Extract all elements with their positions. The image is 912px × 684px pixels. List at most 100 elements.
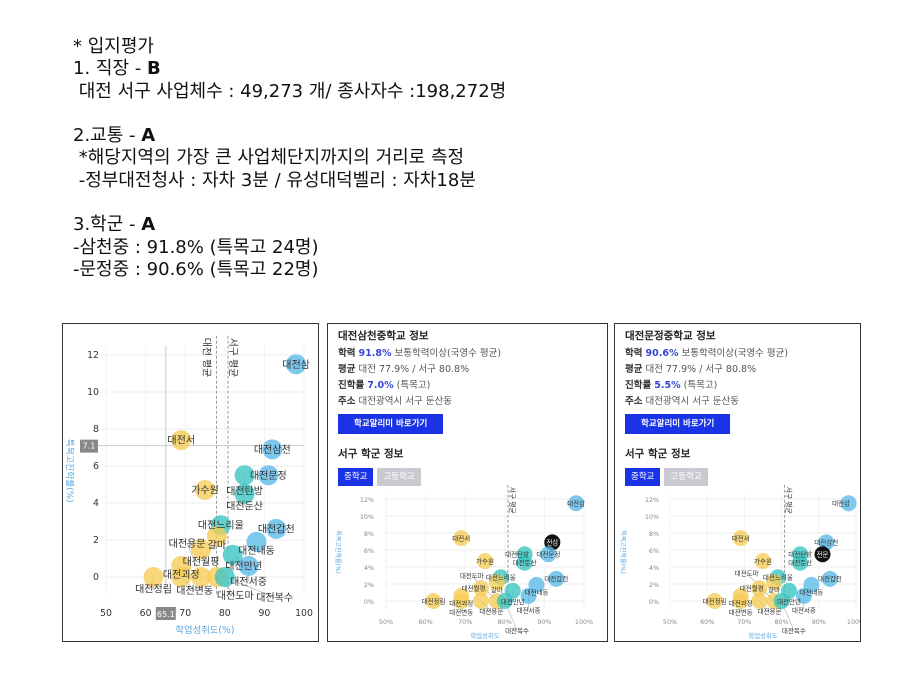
data-point-label: 대전괴정 <box>163 569 200 581</box>
data-point <box>266 518 287 539</box>
data-point-label: 대전도마 <box>735 569 759 578</box>
data-point-label: 대전변동 <box>729 607 753 616</box>
data-point-label: 대전둔산 <box>226 500 263 512</box>
label: 평균 <box>338 364 356 375</box>
y-tick-label: 8% <box>364 530 374 538</box>
data-point <box>773 593 790 609</box>
data-point-label: 대전서 <box>452 533 470 542</box>
text: 대전광역시 서구 둔산동 <box>358 396 452 407</box>
data-point <box>520 587 537 604</box>
x-tick-label: 80 <box>219 608 231 619</box>
reference-line-label: 서구 평균 <box>785 487 794 514</box>
y-tick-label: 8% <box>649 530 659 538</box>
school-title: 대전삼천중학교 정보 <box>338 330 429 342</box>
school-alimi-button[interactable]: 학교알리미 바로가기 <box>625 414 731 434</box>
marker-badge <box>80 439 98 453</box>
data-point-label: 대전용문 <box>479 607 503 616</box>
value: 91.8% <box>358 348 392 359</box>
school-alimi-button[interactable]: 학교알리미 바로가기 <box>338 414 444 434</box>
y-tick-label: 2 <box>93 535 99 546</box>
data-point-label: 대전괴정 <box>449 599 473 608</box>
value: 5.5% <box>654 380 681 391</box>
data-point <box>751 593 768 609</box>
tab-high-school[interactable]: 고등학교 <box>664 468 708 486</box>
data-point-label: 대전서 <box>167 435 195 447</box>
y-tick-label: 4% <box>649 564 659 572</box>
data-point-label: 갈마 <box>208 538 226 551</box>
reference-line-label: 대전 평균 <box>200 338 212 377</box>
data-point-label: 대전도마 <box>217 590 254 602</box>
data-point-label: 대전복수 <box>256 592 293 604</box>
data-point <box>246 531 267 552</box>
data-point <box>191 567 212 587</box>
data-point <box>453 593 470 609</box>
data-point <box>262 439 283 460</box>
data-point <box>195 480 215 501</box>
data-point <box>143 567 164 587</box>
data-point-label: 대전갑천 <box>818 574 842 583</box>
section-title: 서구 학군 정보 <box>625 448 691 460</box>
y-tick-label: 0 <box>93 572 99 583</box>
data-point <box>795 587 812 604</box>
scatter-chart: 0% 2% 4% 6% 8% 10% 12% 50% 60% 70% 80% 90% 100% 학업성취도… <box>334 484 593 640</box>
data-point-label: 대전둔산 <box>788 558 812 567</box>
tab-middle-school[interactable]: 중학교 <box>338 468 374 486</box>
reference-line-label: 서구 평균 <box>227 338 239 377</box>
x-tick-label: 50% <box>663 618 677 626</box>
text-line: 대전 서구 사업체수 : 49,273 개/ 종사자수 :198,272명 <box>73 80 507 102</box>
data-point-label: 대전갑천 <box>544 574 568 583</box>
data-point <box>234 465 255 486</box>
data-point <box>488 574 505 591</box>
data-point <box>568 495 585 512</box>
value: 90.6% <box>645 348 679 359</box>
school-info-panel-2: 대전문정중학교 정보 학력 90.6% 보통학력이상(국영수 평균) 평균 대전… <box>614 323 861 642</box>
text-line: -삼천중 : 91.8% (특목고 24명) <box>73 236 319 258</box>
data-point <box>171 567 192 587</box>
data-point-label: 대전삼천 <box>254 444 291 456</box>
section-title: 2.교통 - <box>73 125 142 147</box>
school-info: 대전문정중학교 정보 학력 90.6% 보통학력이상(국영수 평균) 평균 대전… <box>625 328 788 486</box>
data-point-label: 대전탄방 <box>505 550 529 559</box>
school-info-panel-1: 대전삼천중학교 정보 학력 91.8% 보통학력이상(국영수 평균) 평균 대전… <box>327 323 608 642</box>
data-point-label: 대전도마 <box>460 571 484 580</box>
data-point <box>755 553 771 570</box>
data-point-label: 대전내동 <box>238 545 275 557</box>
tab-middle-school[interactable]: 중학교 <box>625 468 661 486</box>
y-tick-label: 6% <box>364 547 374 555</box>
data-point <box>840 495 857 512</box>
data-point-label: 대전만년 <box>777 597 801 606</box>
y-tick-label: 2% <box>364 581 374 589</box>
data-point-label: 대전괴정 <box>729 599 753 608</box>
data-point <box>258 465 279 486</box>
text: 대전광역시 서구 둔산동 <box>645 396 739 407</box>
data-point <box>234 483 255 504</box>
data-point-label: 대전내동 <box>525 588 549 597</box>
y-axis-label: 특목고진학률(%) <box>334 530 342 574</box>
y-axis-label: 특목고진학률(%) <box>64 439 75 503</box>
data-point-label: 대전느리울 <box>198 520 244 532</box>
data-point <box>792 554 809 571</box>
x-tick-label: 60 <box>140 608 152 619</box>
data-point <box>214 567 235 587</box>
label: 평균 <box>625 364 643 375</box>
points-layer <box>143 354 307 587</box>
data-point <box>821 570 838 587</box>
data-point-label: 대전변동 <box>176 585 213 597</box>
points-layer <box>706 495 857 609</box>
x-tick-label: 100% <box>575 618 593 626</box>
grid-layer <box>92 335 305 596</box>
data-point-label: 대전정림 <box>422 596 446 605</box>
x-axis-label: 학업성취도 <box>470 631 499 640</box>
data-point-label: 가수원 <box>191 485 219 497</box>
data-point-label: 대전복수 <box>782 626 806 635</box>
data-point-label: 대전복수 <box>505 626 529 635</box>
data-point <box>191 539 212 560</box>
y-tick-label: 10 <box>87 387 99 398</box>
label: 학력 <box>338 348 356 359</box>
text: 대전 77.9% / 서구 80.8% <box>645 364 757 375</box>
data-point <box>732 593 749 609</box>
y-tick-label: 0% <box>649 598 659 606</box>
tab-high-school[interactable]: 고등학교 <box>377 468 421 486</box>
label: 주소 <box>625 396 643 407</box>
x-tick-label: 90% <box>537 618 551 626</box>
